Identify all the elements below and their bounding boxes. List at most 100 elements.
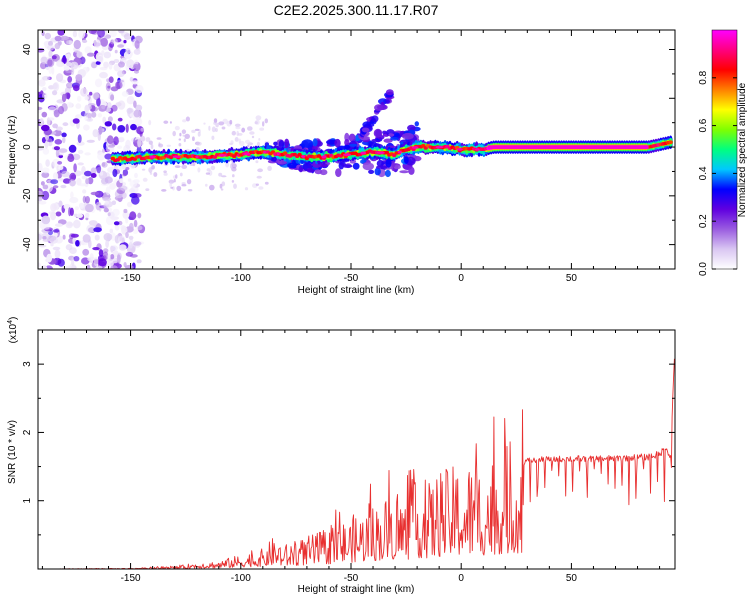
spectrogram-speckle-cell xyxy=(123,39,127,44)
spectrogram-hotspot xyxy=(343,153,351,157)
spectrogram-speckle-cell xyxy=(256,175,262,179)
spectrogram-speckle-cell xyxy=(234,137,239,142)
spectrogram-speckle-cell xyxy=(173,178,176,183)
spectrogram-speckle-cell xyxy=(181,164,188,169)
spectrogram-speckle-cell xyxy=(211,126,216,133)
spectrogram-speckle-cell xyxy=(77,149,84,154)
spectrogram-speckle-cell xyxy=(203,122,206,125)
spectrogram-speckle-cell xyxy=(52,158,61,168)
spectrogram-speckle-cell xyxy=(254,121,258,125)
spectrogram-speckle-cell xyxy=(109,30,117,38)
spectrogram-speckle-cell xyxy=(141,168,146,171)
spectrogram-speckle-cell xyxy=(103,51,112,59)
spectrogram-speckle-cell xyxy=(258,138,261,141)
spectrogram-speckle-cell xyxy=(118,30,125,34)
spectrogram-speckle-cell xyxy=(52,83,58,89)
colorbar-gradient xyxy=(711,29,738,270)
spectrogram-speckle-cell xyxy=(133,219,138,228)
spectrogram-ridge-cell xyxy=(278,140,285,149)
spectrogram-speckle-cell xyxy=(86,139,95,143)
spectrogram-speckle-cell xyxy=(38,244,47,248)
spectrogram-branch-cell xyxy=(361,127,370,133)
spectrogram-speckle-cell xyxy=(112,208,120,217)
spectrogram-speckle-cell xyxy=(84,46,92,54)
spectrogram-speckle-cell xyxy=(75,74,83,81)
spectrogram-ridge-cell xyxy=(348,133,356,142)
spectrogram-speckle-cell xyxy=(75,240,80,247)
spectrogram-speckle-cell xyxy=(169,121,172,124)
spectrogram-speckle-cell xyxy=(108,62,113,70)
spectrogram-speckle-cell xyxy=(73,39,82,50)
spectrogram-speckle-cell xyxy=(255,183,259,186)
spectrogram-speckle-cell xyxy=(187,189,193,192)
spectrogram-speckle-cell xyxy=(40,56,48,64)
spectrogram-speckle-cell xyxy=(257,168,263,173)
snr-x-tick-label: 50 xyxy=(566,573,578,584)
spectrogram-speckle-cell xyxy=(47,44,55,51)
spectrogram-speckle-cell xyxy=(179,132,182,137)
spectrogram-speckle-cell xyxy=(213,121,217,125)
spectrogram-speckle-cell xyxy=(219,183,223,189)
spectrogram-speckle-cell xyxy=(255,115,262,121)
spectrogram-speckle-cell xyxy=(231,180,235,183)
spectrogram-speckle-cell xyxy=(61,93,67,103)
spectrogram-speckle-cell xyxy=(60,184,67,189)
spectrogram-speckle-cell xyxy=(135,104,143,112)
spectrogram-speckle-cell xyxy=(125,48,131,55)
spectrogram-x-tick-label: -150 xyxy=(121,273,141,284)
spectrogram-speckle-cell xyxy=(97,151,106,161)
spectrogram-ridge-cell xyxy=(362,162,374,171)
spectrogram-speckle-cell xyxy=(111,257,119,264)
spectrogram-speckle-cell xyxy=(109,228,114,234)
spectrogram-speckle-cell xyxy=(140,142,144,145)
spectrogram-speckle-cell xyxy=(93,257,99,267)
spectrogram-speckle-cell xyxy=(246,144,250,148)
spectrogram-speckle-cell xyxy=(184,133,190,139)
spectrogram-ridge-cell xyxy=(408,166,415,175)
spectrogram-ridge-cell xyxy=(342,164,353,168)
spectrogram-speckle-cell xyxy=(128,188,136,194)
spectrogram-speckle-cell xyxy=(158,143,164,148)
spectrogram-y-label: Frequency (Hz) xyxy=(7,116,18,185)
spectrogram-speckle-cell xyxy=(90,173,97,178)
spectrogram-speckle-cell xyxy=(48,117,55,121)
spectrogram-speckle-cell xyxy=(87,177,94,185)
spectrogram-speckle-cell xyxy=(163,120,169,124)
spectrogram-speckle-cell xyxy=(38,162,43,173)
spectrogram-speckle-cell xyxy=(109,183,116,190)
spectrogram-speckle-cell xyxy=(67,76,73,83)
spectrogram-speckle-cell xyxy=(161,189,167,192)
spectrogram-ridge-cell xyxy=(399,170,410,174)
spectrogram-speckle-cell xyxy=(42,184,49,190)
spectrogram-speckle-cell xyxy=(134,172,138,179)
spectrogram-speckle-cell xyxy=(125,139,131,149)
spectrogram-speckle-cell xyxy=(131,195,140,205)
spectrogram-speckle-cell xyxy=(94,78,103,88)
spectrogram-speckle-cell xyxy=(72,118,80,124)
spectrogram-speckle-cell xyxy=(53,109,60,118)
spectrogram-speckle-cell xyxy=(136,259,142,264)
spectrogram-speckle-cell xyxy=(77,134,82,144)
spectrogram-speckle-cell xyxy=(50,211,57,221)
spectrogram-speckle-cell xyxy=(258,186,264,190)
spectrogram-y-tick-label: -40 xyxy=(22,237,33,252)
spectrogram-speckle-cell xyxy=(102,197,112,202)
snr-x-label: Height of straight line (km) xyxy=(298,584,415,595)
spectrogram-speckle-cell xyxy=(218,121,225,126)
spectrogram-speckle-cell xyxy=(82,39,88,43)
spectrogram-speckle-cell xyxy=(119,178,124,184)
spectrogram-speckle-cell xyxy=(85,104,92,111)
spectrogram-speckle-cell xyxy=(117,117,123,122)
spectrogram-speckle-cell xyxy=(70,233,79,238)
spectrogram-ridge-cell xyxy=(319,163,328,168)
spectrogram-speckle-cell xyxy=(46,253,53,263)
spectrogram-speckle-cell xyxy=(172,130,176,137)
spectrogram-speckle-cell xyxy=(133,241,142,246)
spectrogram-speckle-cell xyxy=(108,76,114,83)
spectrogram-speckle-cell xyxy=(125,251,134,257)
spectrogram-speckle-cell xyxy=(175,174,178,179)
spectrogram-ridge-cell xyxy=(344,139,350,146)
spectrogram-speckle-cell xyxy=(191,129,196,133)
spectrogram-speckle-cell xyxy=(197,167,201,173)
spectrogram-speckle-cell xyxy=(68,207,72,217)
